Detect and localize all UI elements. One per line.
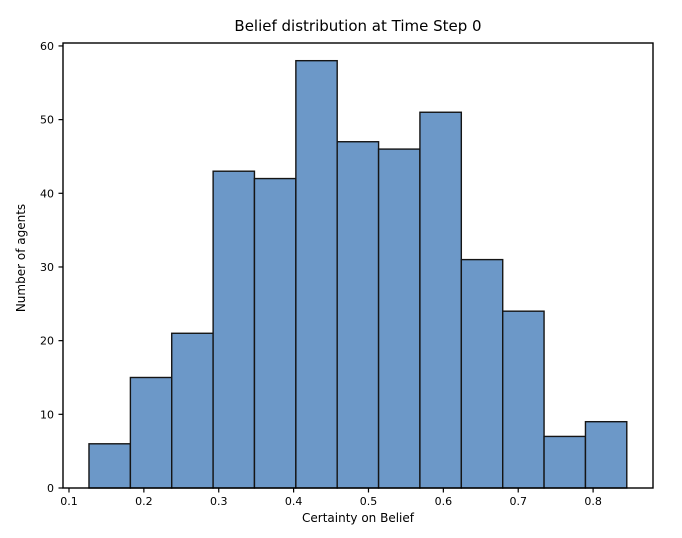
histogram-bar	[419, 111, 463, 489]
histogram-bar	[295, 59, 338, 489]
histogram-bar	[212, 170, 256, 489]
histogram-bar	[336, 141, 380, 489]
histogram-bar	[543, 435, 587, 489]
x-tick-label: 0.5	[360, 495, 378, 508]
y-axis-label: Number of agents	[14, 203, 28, 313]
x-tick-label: 0.1	[60, 495, 78, 508]
y-tick-label: 30	[40, 261, 54, 274]
x-axis-label: Certainty on Belief	[302, 511, 414, 525]
histogram-bar	[502, 310, 545, 489]
y-tick-label: 20	[40, 335, 54, 348]
y-tick-label: 40	[40, 187, 54, 200]
histogram-bar	[460, 258, 504, 489]
chart-title: Belief distribution at Time Step 0	[234, 17, 482, 35]
y-tick-label: 0	[47, 482, 54, 495]
x-tick-label: 0.2	[135, 495, 153, 508]
y-tick-label: 10	[40, 408, 54, 421]
histogram-bar	[88, 443, 132, 489]
histogram-bar	[253, 177, 297, 489]
histogram-bar	[171, 332, 214, 489]
x-tick-label: 0.3	[210, 495, 228, 508]
x-tick-label: 0.8	[584, 495, 602, 508]
histogram-bar	[377, 148, 421, 489]
histogram-bar	[129, 376, 173, 489]
x-tick-label: 0.7	[509, 495, 527, 508]
plot-border	[62, 42, 654, 489]
x-tick-label: 0.4	[285, 495, 303, 508]
y-tick-label: 50	[40, 114, 54, 127]
histogram-bar	[584, 420, 628, 489]
y-tick-label: 60	[40, 40, 54, 53]
x-tick-label: 0.6	[435, 495, 453, 508]
